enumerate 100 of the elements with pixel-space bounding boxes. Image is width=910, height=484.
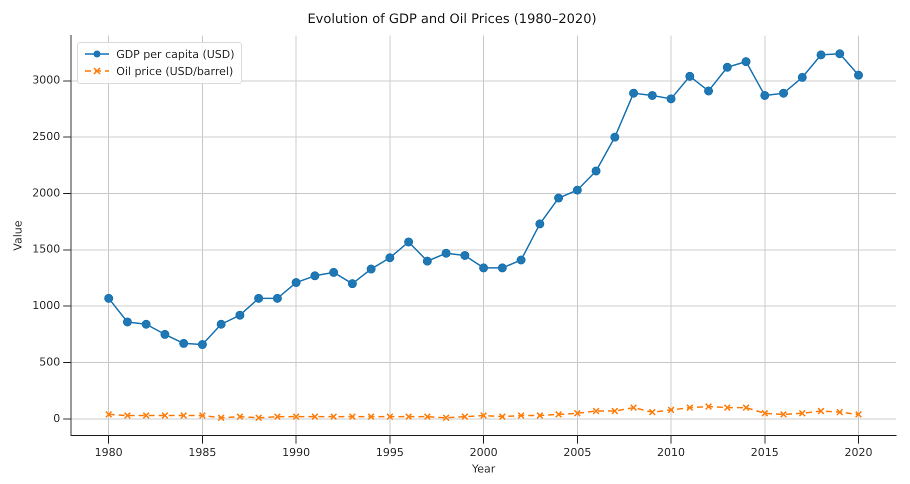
x-tick-label: 2010 xyxy=(657,446,686,460)
point xyxy=(667,406,675,414)
x-tick-label: 2005 xyxy=(563,446,592,460)
point xyxy=(310,271,320,280)
point xyxy=(666,94,676,104)
point xyxy=(574,410,581,417)
point xyxy=(724,404,731,412)
point xyxy=(535,219,544,228)
y-tick-label: 0 xyxy=(53,412,60,425)
point xyxy=(368,413,375,420)
point xyxy=(329,268,338,277)
point xyxy=(854,70,864,80)
x-tick-label: 2000 xyxy=(470,446,498,460)
point xyxy=(686,404,694,412)
point xyxy=(442,414,450,422)
point xyxy=(180,412,188,420)
x-tick-label: 1990 xyxy=(282,446,310,460)
point xyxy=(722,62,732,72)
point xyxy=(761,410,768,417)
point xyxy=(536,412,544,420)
y-tick-label: 500 xyxy=(39,355,60,368)
point xyxy=(422,256,432,266)
point xyxy=(236,413,244,420)
point xyxy=(198,412,206,420)
point xyxy=(386,413,394,420)
point xyxy=(179,338,188,348)
point xyxy=(311,413,318,420)
y-tick-label: 2500 xyxy=(32,130,60,144)
x-tick-label: 2015 xyxy=(750,446,779,460)
point xyxy=(629,88,638,98)
point xyxy=(480,412,488,420)
point xyxy=(404,237,414,246)
point xyxy=(160,330,170,339)
x-tick-label: 1995 xyxy=(376,446,404,460)
point xyxy=(366,264,376,274)
point xyxy=(554,194,564,203)
point xyxy=(460,250,470,260)
point xyxy=(385,253,394,262)
point xyxy=(498,263,507,272)
point xyxy=(235,310,244,320)
chart-title: Evolution of GDP and Oil Prices (1980–2020) xyxy=(307,12,597,28)
point xyxy=(104,294,114,303)
x-tick-label: 2020 xyxy=(844,446,873,460)
x-tick-label: 1985 xyxy=(188,446,216,460)
point xyxy=(648,90,657,100)
x-tick-label: 1980 xyxy=(94,446,123,460)
point xyxy=(836,408,844,416)
point xyxy=(124,412,132,420)
point xyxy=(461,413,468,420)
point xyxy=(348,413,356,420)
point xyxy=(122,317,132,326)
point xyxy=(648,408,656,416)
point xyxy=(630,404,638,412)
point xyxy=(442,248,451,258)
point xyxy=(572,186,582,195)
point xyxy=(498,413,506,420)
y-tick-label: 2000 xyxy=(32,186,60,200)
point xyxy=(274,413,281,420)
point xyxy=(592,166,601,176)
point xyxy=(798,410,806,417)
x-axis-title: Year xyxy=(470,462,496,476)
point xyxy=(405,413,412,420)
point xyxy=(610,132,620,142)
point xyxy=(779,88,788,98)
y-tick-label: 3000 xyxy=(32,74,60,87)
point xyxy=(161,412,168,420)
point xyxy=(592,407,600,415)
point xyxy=(348,279,357,288)
point xyxy=(835,49,844,58)
point xyxy=(760,90,770,100)
point xyxy=(105,410,112,418)
point xyxy=(780,410,788,418)
point xyxy=(218,414,225,422)
point xyxy=(742,404,750,412)
y-axis-title: Value xyxy=(11,220,24,251)
point xyxy=(198,340,207,350)
point xyxy=(292,278,301,288)
point xyxy=(704,86,714,96)
point xyxy=(704,402,712,410)
legend-label: Oil price (USD/barrel) xyxy=(116,64,234,80)
point xyxy=(479,263,488,272)
point xyxy=(518,412,525,420)
point xyxy=(424,413,431,420)
point xyxy=(216,320,226,329)
point xyxy=(816,50,826,60)
point xyxy=(255,414,262,422)
point xyxy=(798,72,807,82)
point xyxy=(330,413,338,420)
point xyxy=(142,412,150,420)
point xyxy=(292,413,300,420)
point xyxy=(272,294,282,303)
point xyxy=(685,72,694,81)
point xyxy=(555,410,562,418)
y-tick-label: 1500 xyxy=(32,242,60,256)
point xyxy=(611,407,618,415)
y-tick-label: 1000 xyxy=(32,299,60,312)
point xyxy=(854,410,862,418)
point xyxy=(254,294,264,303)
legend-label: GDP per capita (USD) xyxy=(116,46,235,63)
point xyxy=(142,320,151,329)
